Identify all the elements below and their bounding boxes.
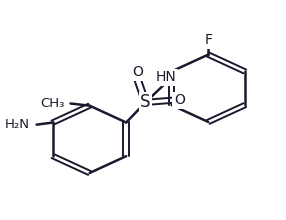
Text: HN: HN: [156, 70, 176, 84]
Text: O: O: [174, 93, 185, 107]
Text: CH₃: CH₃: [41, 97, 65, 110]
Text: F: F: [204, 33, 212, 47]
Text: O: O: [132, 65, 143, 79]
Text: S: S: [140, 94, 151, 111]
Text: H₂N: H₂N: [5, 118, 30, 131]
